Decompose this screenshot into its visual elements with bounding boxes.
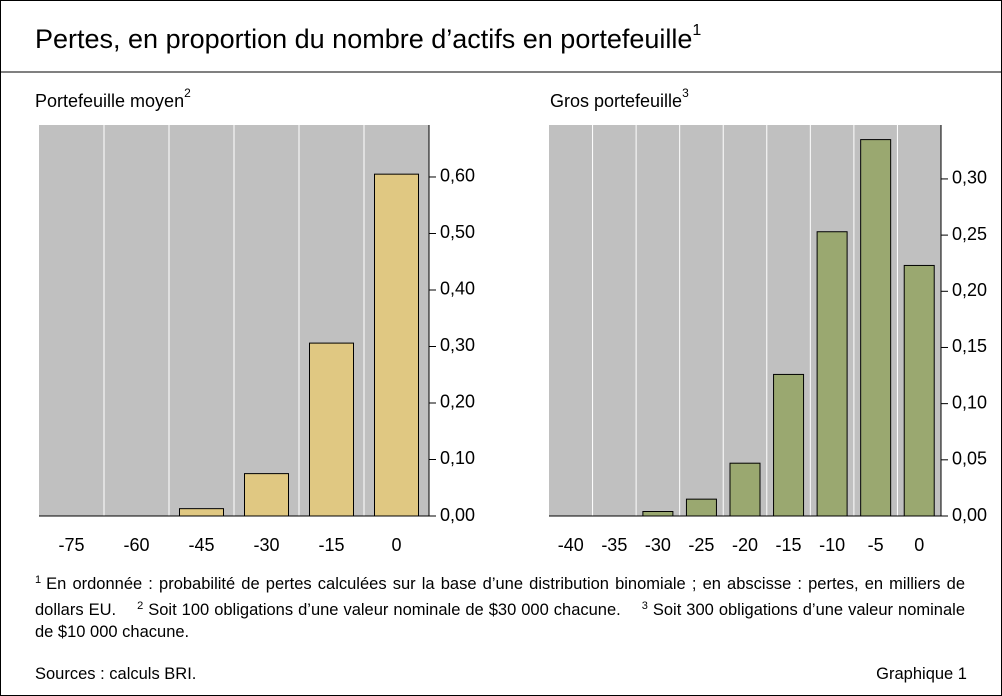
y-tick-label: 0,00 — [440, 505, 475, 525]
x-tick-label: -5 — [868, 535, 884, 555]
bar — [903, 264, 935, 517]
y-tick-label: 0,40 — [440, 279, 475, 299]
bar — [816, 231, 848, 517]
footnote-text: Soit 100 obligations d’une valeur nomina… — [148, 601, 621, 619]
bar — [642, 511, 674, 517]
y-tick-label: 0,15 — [952, 336, 987, 356]
chart-title: Gros portefeuille3 — [550, 86, 689, 111]
chart-title-note: 2 — [184, 86, 191, 100]
y-tick-label: 0,10 — [440, 448, 475, 468]
y-tick-label: 0,05 — [952, 449, 987, 469]
y-tick-label: 0,30 — [440, 335, 475, 355]
x-tick-label: -75 — [58, 535, 84, 555]
bar — [729, 462, 761, 517]
x-tick-label: -15 — [318, 535, 344, 555]
y-tick-label: 0,30 — [952, 168, 987, 188]
x-tick-label: -35 — [601, 535, 627, 555]
title-note: 1 — [692, 22, 701, 39]
footnote-mark: 3 — [641, 600, 648, 612]
title-text: Pertes, en proportion du nombre d’actifs… — [35, 24, 692, 54]
chart-title-text: Gros portefeuille — [550, 91, 682, 111]
bar — [374, 173, 419, 517]
chart-title: Portefeuille moyen2 — [35, 86, 191, 111]
x-tick-label: -30 — [645, 535, 671, 555]
footnotes: 1 En ordonnée : probabilité de pertes cal… — [35, 569, 965, 643]
bar — [860, 139, 892, 517]
bar — [244, 473, 289, 517]
y-tick-label: 0,00 — [952, 505, 987, 525]
y-tick-label: 0,60 — [440, 166, 475, 186]
figure-label: Graphique 1 — [876, 665, 967, 683]
bar — [773, 373, 805, 517]
bar — [685, 498, 717, 517]
footnote-mark: 1 — [35, 574, 42, 586]
x-tick-label: -10 — [819, 535, 845, 555]
y-tick-label: 0,20 — [440, 392, 475, 412]
bar — [179, 508, 224, 517]
x-tick-label: 0 — [914, 535, 924, 555]
figure-title: Pertes, en proportion du nombre d’actifs… — [35, 22, 701, 54]
y-tick-label: 0,50 — [440, 222, 475, 242]
bar — [309, 342, 354, 517]
chart-title-note: 3 — [682, 86, 689, 100]
x-tick-label: -25 — [688, 535, 714, 555]
y-tick-label: 0,10 — [952, 392, 987, 412]
x-tick-label: -15 — [776, 535, 802, 555]
x-tick-label: -30 — [253, 535, 279, 555]
x-tick-label: -45 — [188, 535, 214, 555]
x-tick-label: -60 — [123, 535, 149, 555]
x-tick-label: -40 — [558, 535, 584, 555]
x-tick-label: 0 — [391, 535, 401, 555]
footnote-mark: 2 — [137, 600, 144, 612]
x-tick-label: -20 — [732, 535, 758, 555]
source: Sources : calculs BRI. — [35, 665, 197, 683]
footnote-text: Soit 300 obligations d’une valeur nomina… — [35, 601, 965, 641]
y-tick-label: 0,20 — [952, 280, 987, 300]
chart-title-text: Portefeuille moyen — [35, 91, 184, 111]
footnote-text: En ordonnée : probabilité de pertes calc… — [35, 575, 965, 619]
y-tick-label: 0,25 — [952, 224, 987, 244]
